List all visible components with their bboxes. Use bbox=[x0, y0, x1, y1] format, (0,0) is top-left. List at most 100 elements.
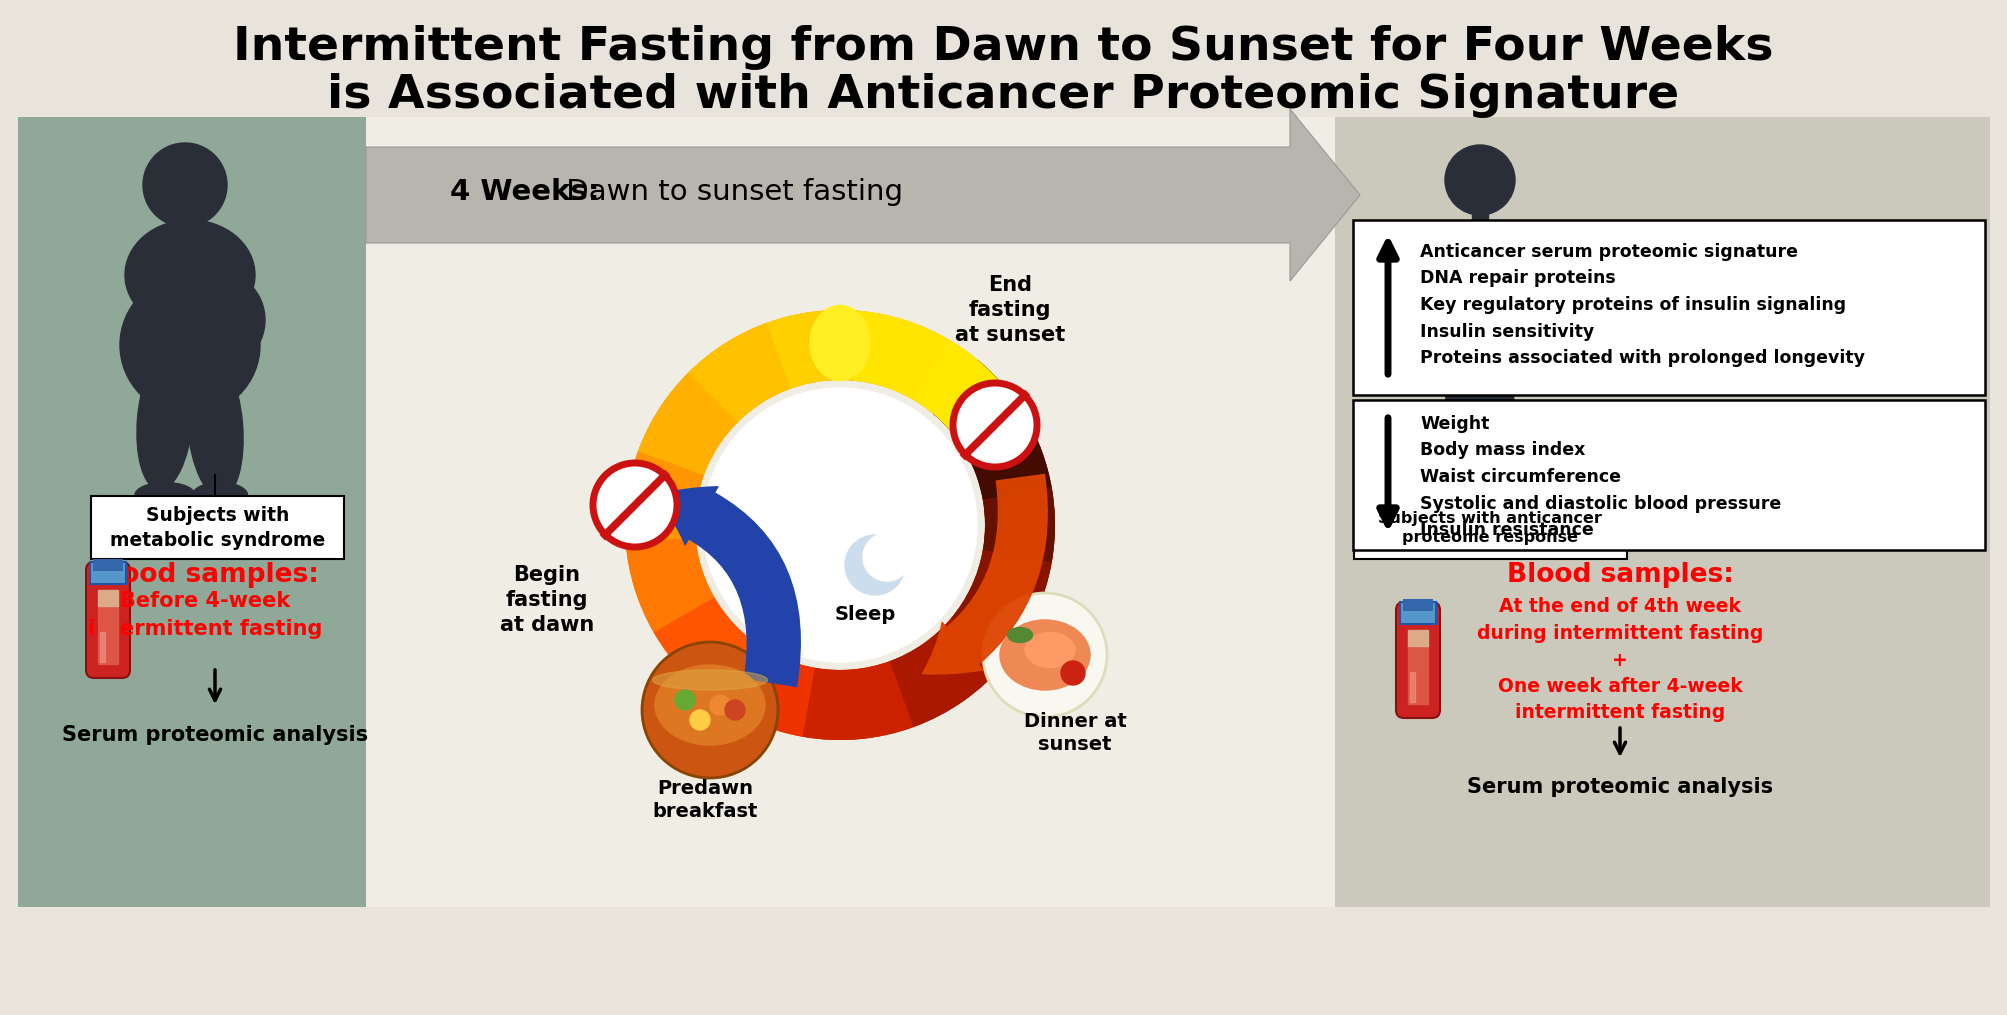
Text: Sleep: Sleep bbox=[835, 606, 895, 624]
Wedge shape bbox=[767, 310, 859, 389]
Wedge shape bbox=[688, 323, 791, 422]
Circle shape bbox=[592, 463, 676, 547]
Ellipse shape bbox=[120, 275, 261, 415]
Ellipse shape bbox=[1479, 485, 1517, 505]
Wedge shape bbox=[983, 487, 1056, 562]
Circle shape bbox=[725, 700, 745, 720]
Text: is Associated with Anticancer Proteomic Signature: is Associated with Anticancer Proteomic … bbox=[327, 72, 1680, 118]
Bar bbox=[1409, 630, 1429, 646]
Wedge shape bbox=[853, 311, 947, 400]
Circle shape bbox=[845, 535, 905, 595]
Wedge shape bbox=[965, 417, 1052, 499]
Wedge shape bbox=[716, 644, 815, 737]
Circle shape bbox=[702, 388, 977, 662]
Wedge shape bbox=[654, 598, 757, 701]
Wedge shape bbox=[654, 598, 757, 701]
Ellipse shape bbox=[134, 482, 195, 508]
Circle shape bbox=[863, 533, 911, 581]
Wedge shape bbox=[688, 323, 791, 422]
Wedge shape bbox=[933, 360, 1026, 453]
Text: Dawn to sunset fasting: Dawn to sunset fasting bbox=[558, 178, 903, 206]
Ellipse shape bbox=[187, 353, 243, 497]
Ellipse shape bbox=[165, 270, 265, 370]
FancyBboxPatch shape bbox=[1335, 117, 1991, 907]
FancyArrowPatch shape bbox=[652, 487, 801, 686]
FancyBboxPatch shape bbox=[1397, 602, 1439, 718]
Circle shape bbox=[983, 593, 1108, 717]
Ellipse shape bbox=[1445, 340, 1479, 490]
Bar bbox=[98, 604, 118, 664]
Text: Subjects with anticancer
proteome response: Subjects with anticancer proteome respon… bbox=[1379, 511, 1602, 545]
FancyBboxPatch shape bbox=[1353, 220, 1985, 395]
FancyBboxPatch shape bbox=[365, 117, 1335, 907]
Ellipse shape bbox=[654, 665, 765, 745]
Ellipse shape bbox=[124, 220, 255, 330]
Circle shape bbox=[1445, 145, 1515, 215]
Wedge shape bbox=[913, 339, 1006, 431]
Text: End
fasting
at sunset: End fasting at sunset bbox=[955, 275, 1066, 345]
Text: Intermittent Fasting from Dawn to Sunset for Four Weeks: Intermittent Fasting from Dawn to Sunset… bbox=[233, 24, 1774, 69]
Wedge shape bbox=[624, 452, 704, 544]
FancyBboxPatch shape bbox=[1355, 496, 1628, 559]
Polygon shape bbox=[365, 109, 1361, 281]
Wedge shape bbox=[624, 310, 1056, 740]
Circle shape bbox=[710, 695, 731, 715]
Wedge shape bbox=[951, 550, 1052, 663]
FancyBboxPatch shape bbox=[1403, 599, 1433, 611]
Text: Predawn
breakfast: Predawn breakfast bbox=[652, 779, 759, 821]
Text: Dinner at
sunset: Dinner at sunset bbox=[1024, 712, 1126, 754]
Text: At the end of 4th week
during intermittent fasting
+
One week after 4-week
inter: At the end of 4th week during intermitte… bbox=[1477, 598, 1764, 723]
FancyBboxPatch shape bbox=[175, 180, 195, 235]
Ellipse shape bbox=[1008, 627, 1032, 642]
Wedge shape bbox=[638, 373, 737, 475]
FancyBboxPatch shape bbox=[18, 117, 365, 907]
Ellipse shape bbox=[1479, 345, 1515, 495]
Wedge shape bbox=[853, 311, 947, 400]
Wedge shape bbox=[889, 618, 1006, 727]
Wedge shape bbox=[638, 373, 737, 475]
Circle shape bbox=[690, 710, 710, 730]
Wedge shape bbox=[626, 538, 714, 632]
Ellipse shape bbox=[999, 620, 1090, 690]
Wedge shape bbox=[983, 487, 1056, 562]
Ellipse shape bbox=[1441, 485, 1481, 505]
Ellipse shape bbox=[1445, 290, 1515, 390]
Wedge shape bbox=[951, 550, 1052, 663]
FancyBboxPatch shape bbox=[90, 496, 343, 559]
Wedge shape bbox=[716, 644, 815, 737]
Text: Anticancer serum proteomic signature
DNA repair proteins
Key regulatory proteins: Anticancer serum proteomic signature DNA… bbox=[1421, 243, 1865, 367]
Wedge shape bbox=[803, 661, 913, 740]
FancyBboxPatch shape bbox=[86, 562, 130, 678]
Text: Blood samples:: Blood samples: bbox=[92, 562, 319, 588]
Wedge shape bbox=[913, 339, 1006, 431]
Ellipse shape bbox=[1026, 632, 1076, 668]
Text: Begin
fasting
at dawn: Begin fasting at dawn bbox=[500, 565, 594, 634]
Text: Serum proteomic analysis: Serum proteomic analysis bbox=[62, 725, 367, 745]
Ellipse shape bbox=[652, 670, 767, 690]
Wedge shape bbox=[626, 538, 714, 632]
Circle shape bbox=[142, 143, 227, 227]
FancyBboxPatch shape bbox=[1353, 400, 1985, 550]
Ellipse shape bbox=[1439, 220, 1519, 330]
Ellipse shape bbox=[193, 482, 247, 508]
Ellipse shape bbox=[136, 350, 193, 490]
Circle shape bbox=[674, 690, 694, 710]
Text: Serum proteomic analysis: Serum proteomic analysis bbox=[1467, 777, 1772, 797]
Circle shape bbox=[953, 383, 1038, 467]
Bar bbox=[1409, 644, 1429, 704]
Bar bbox=[1411, 672, 1415, 702]
Bar bbox=[100, 632, 104, 662]
Bar bbox=[98, 590, 118, 606]
FancyBboxPatch shape bbox=[90, 562, 126, 584]
Text: Subjects with
metabolic syndrome: Subjects with metabolic syndrome bbox=[110, 506, 325, 550]
Circle shape bbox=[642, 642, 779, 779]
FancyBboxPatch shape bbox=[1471, 176, 1487, 222]
Wedge shape bbox=[933, 360, 1026, 453]
Text: Blood samples:: Blood samples: bbox=[1507, 562, 1734, 588]
Wedge shape bbox=[889, 618, 1006, 727]
Wedge shape bbox=[767, 310, 859, 389]
Wedge shape bbox=[624, 452, 704, 544]
Wedge shape bbox=[965, 417, 1052, 499]
Circle shape bbox=[1062, 661, 1086, 685]
FancyBboxPatch shape bbox=[92, 559, 122, 571]
